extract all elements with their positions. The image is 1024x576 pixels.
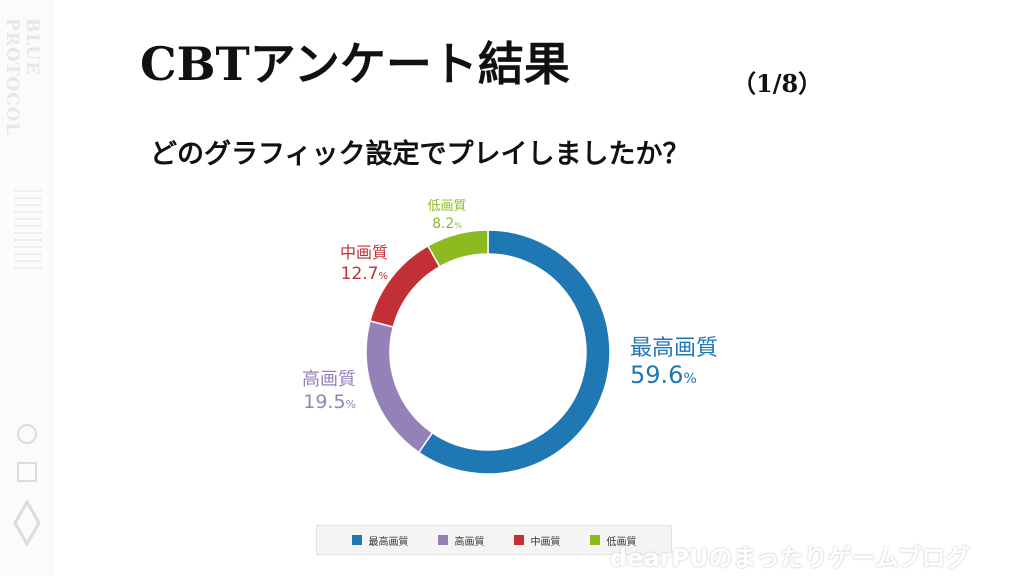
slice-value-label-0: 59.6%: [630, 361, 697, 389]
donut-slice-0: [417, 229, 611, 475]
legend-swatch-0: [351, 535, 362, 545]
slice-category-label-3: 低画質: [427, 199, 466, 214]
emblem-icon: [17, 424, 37, 444]
sidebar: BLUE PROTOCOL: [0, 0, 54, 576]
legend-item-0: 最高画質: [351, 533, 409, 548]
chart-legend: 最高画質 高画質 中画質 低画質: [316, 525, 672, 555]
legend-label-1: 高画質: [454, 536, 485, 548]
donut-slice-3: [426, 229, 489, 268]
slice-category-label-0: 最高画質: [630, 336, 718, 361]
donut-slice-1: [365, 320, 434, 454]
legend-swatch-3: [589, 535, 600, 545]
page-title: CBTアンケート結果: [140, 37, 570, 91]
watermark: dearPUのまったりゲームブログ: [610, 544, 970, 572]
slice-value-label-3: 8.2%: [432, 216, 462, 232]
brand-logo: BLUE PROTOCOL: [2, 18, 42, 136]
page-counter: （1/8）: [732, 69, 823, 98]
legend-item-1: 高画質: [437, 533, 485, 548]
diamond-logo-icon: [13, 500, 41, 546]
legend-label-0: 最高画質: [368, 536, 409, 548]
legend-item-2: 中画質: [513, 533, 561, 548]
legend-swatch-1: [437, 535, 448, 545]
legend-label-2: 中画質: [530, 536, 561, 548]
slice-value-label-1: 19.5%: [303, 391, 356, 413]
legend-label-3: 低画質: [606, 536, 637, 548]
crest-icon: [17, 462, 37, 482]
legend-item-3: 低画質: [589, 533, 637, 548]
slice-category-label-2: 中画質: [340, 243, 388, 262]
sidebar-fine-print: [14, 190, 42, 274]
slice-value-label-2: 12.7%: [341, 264, 388, 284]
survey-question: どのグラフィック設定でプレイしましたか？: [150, 139, 690, 170]
legend-swatch-2: [513, 535, 524, 545]
slice-category-label-1: 高画質: [302, 369, 356, 390]
